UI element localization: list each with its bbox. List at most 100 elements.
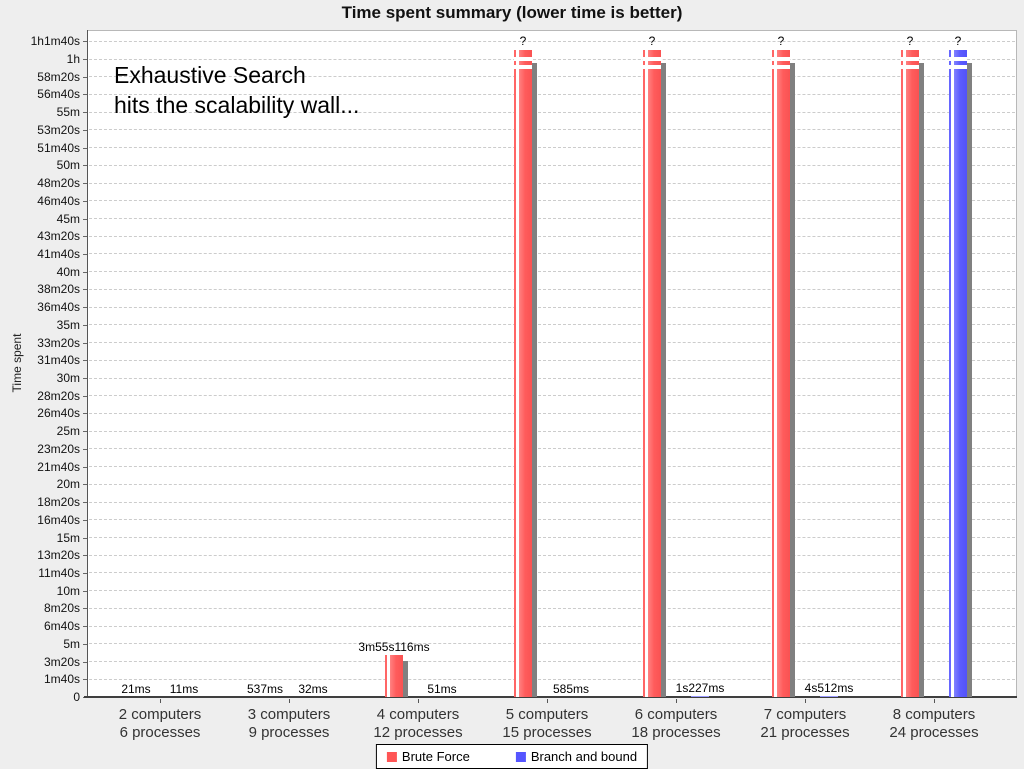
bar-cutoff-stripe [514,65,532,69]
y-tick-label: 5m [63,636,80,651]
y-tick-label: 33m20s [37,335,80,350]
y-tick-mark [83,431,87,433]
y-tick-label: 11m40s [38,565,80,580]
bar-cutoff-stripe [949,65,967,69]
plot-area [88,30,1017,698]
y-gridline [89,607,1015,609]
y-tick-mark [83,236,87,238]
y-tick-mark [83,519,87,521]
y-gridline [89,76,1015,78]
y-tick-mark [83,395,87,397]
x-category-label: 3 computers 9 processes [219,706,359,742]
bar-value-label: 51ms [427,682,457,696]
y-tick-label: 3m20s [43,654,80,669]
y-tick-label: 56m40s [37,87,80,102]
x-category-label-line1: 7 computers [763,706,847,723]
x-category-label-line1: 3 computers [247,706,331,723]
x-category-label-line2: 21 processes [760,724,850,741]
bar-cutoff-stripe [949,57,967,61]
annotation-line-2: hits the scalability wall... [114,92,360,118]
y-tick-label: 1h [66,52,80,66]
y-tick-mark [83,165,87,167]
bar-cutoff-stripe [772,65,790,69]
y-tick-label: 30m [56,371,80,385]
legend-item-brute-force: Brute Force [386,749,470,764]
y-tick-label: 46m40s [37,193,80,208]
x-category-label-line2: 24 processes [889,724,979,741]
y-gridline [89,200,1015,202]
y-tick-mark [83,76,87,78]
y-tick-label: 38m20s [37,282,80,297]
bar-value-label: 32ms [298,682,328,696]
y-gridline [89,58,1015,60]
y-tick-mark [83,466,87,468]
y-gridline [89,625,1015,627]
y-gridline [89,306,1015,308]
y-tick-label: 20m [56,477,80,492]
y-gridline [89,377,1015,379]
x-category-label-line2: 18 processes [631,724,721,741]
y-tick-label: 53m20s [37,122,80,137]
legend-label-branch-and-bound: Branch and bound [530,749,638,764]
y-tick-label: 15m [56,530,80,545]
x-axis-line [84,696,1017,698]
y-gridline [89,448,1015,450]
y-tick-label: 18m20s [37,495,80,510]
legend: Brute Force Branch and bound [375,744,649,769]
bar-cutoff-stripe [901,57,919,61]
y-tick-mark [83,324,87,326]
y-tick-label: 50m [56,158,80,173]
x-category-label: 7 computers 21 processes [735,706,875,742]
bar-value-label: 537ms [246,682,284,696]
x-category-label: 6 computers 18 processes [606,706,746,742]
y-tick-label: 40m [56,264,80,279]
x-tick-mark [547,699,548,703]
y-tick-mark [83,360,87,362]
y-gridline [89,342,1015,344]
bar-value-label: 585ms [552,682,590,696]
x-category-label-line1: 6 computers [634,706,718,723]
x-tick-mark [934,699,935,703]
y-tick-mark [83,147,87,149]
y-tick-label: 23m20s [37,441,80,456]
y-tick-mark [83,626,87,628]
x-category-label-line2: 9 processes [248,724,330,741]
y-tick-label: 36m40s [37,300,80,315]
y-tick-mark [83,608,87,610]
y-gridline [89,288,1015,290]
y-gridline [89,271,1015,273]
y-tick-mark [83,643,87,645]
bar-shadow [790,63,795,697]
y-tick-mark [83,537,87,539]
bar-shadow [403,661,408,697]
y-tick-label: 28m20s [37,388,80,403]
bar-brute-force [385,655,403,697]
y-tick-mark [83,448,87,450]
y-tick-label: 41m40s [37,246,80,261]
y-tick-label: 25m [56,424,80,439]
y-tick-mark [83,289,87,291]
y-tick-mark [83,218,87,220]
x-category-label-line2: 12 processes [373,724,463,741]
bar-branch-and-bound [820,696,838,697]
y-gridline [89,519,1015,521]
y-gridline [89,430,1015,432]
y-gridline [89,483,1015,485]
bar-branch-and-bound [949,50,967,697]
x-tick-mark [676,699,677,703]
y-gridline [89,111,1015,113]
y-gridline [89,218,1015,219]
y-tick-mark [83,378,87,379]
y-tick-mark [83,200,87,202]
brute-force-swatch-icon [386,751,397,762]
y-tick-mark [83,342,87,344]
x-category-label: 4 computers 12 processes [348,706,488,742]
chart-annotation: Exhaustive Search hits the scalability w… [114,60,359,120]
bar-value-label: 3m55s116ms [358,640,430,654]
y-tick-label: 0 [73,690,80,704]
bar-failed-label: ? [648,34,656,48]
y-tick-mark [83,661,87,663]
bar-shadow [532,63,537,697]
y-axis-title: Time spent [10,333,24,393]
